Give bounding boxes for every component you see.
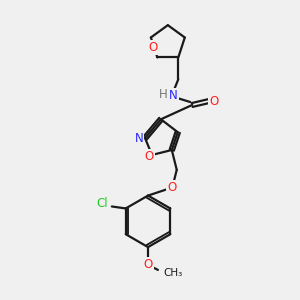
- Text: N: N: [135, 132, 143, 145]
- Text: Cl: Cl: [96, 197, 108, 210]
- Text: CH₃: CH₃: [164, 268, 183, 278]
- Text: O: O: [167, 181, 176, 194]
- Text: O: O: [209, 94, 219, 107]
- Text: O: O: [143, 258, 153, 272]
- Text: H: H: [159, 88, 168, 100]
- Text: N: N: [169, 88, 178, 102]
- Text: O: O: [148, 41, 158, 54]
- Text: O: O: [144, 150, 154, 164]
